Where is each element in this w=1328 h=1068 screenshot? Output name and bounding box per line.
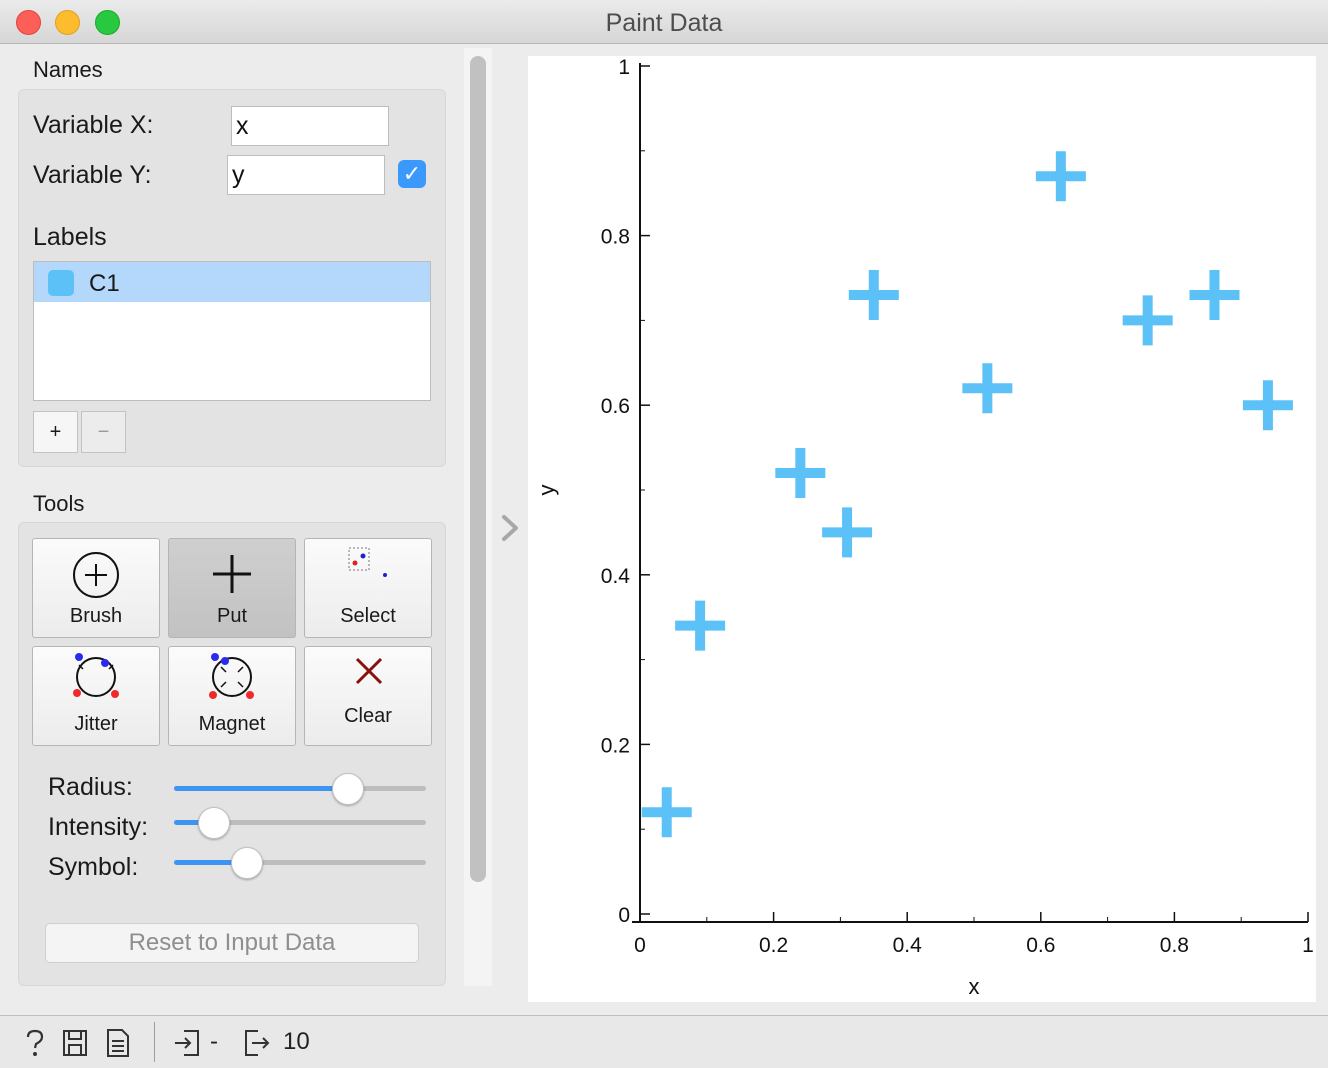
magnet-icon	[209, 653, 254, 699]
close-window-button[interactable]	[16, 10, 41, 35]
symbol-label: Symbol:	[48, 853, 139, 881]
magnet-tool-label: Magnet	[198, 713, 266, 735]
y-tick-label: 1	[618, 56, 630, 79]
variable-x-input[interactable]	[231, 106, 389, 146]
x-tick-label: 0.6	[1026, 934, 1055, 957]
data-point[interactable]	[1035, 151, 1086, 202]
jitter-tool-label: Jitter	[74, 713, 118, 735]
data-point[interactable]	[1122, 295, 1173, 346]
x-tick-label: 0.2	[759, 934, 788, 957]
data-point[interactable]	[675, 600, 726, 651]
brush-tool-button[interactable]: Brush	[32, 538, 160, 638]
clear-icon	[355, 657, 383, 685]
scrollbar-thumb[interactable]	[470, 56, 486, 882]
data-point[interactable]	[1189, 269, 1240, 320]
remove-label-button[interactable]: −	[81, 411, 126, 453]
brush-tool-label: Brush	[69, 605, 123, 627]
y-axis-label: y	[534, 485, 559, 496]
variable-y-label: Variable Y:	[33, 161, 152, 189]
y-tick-label: 0	[618, 904, 630, 927]
status-divider	[154, 1022, 155, 1062]
y-tick-label: 0.4	[601, 565, 631, 588]
select-tool-button[interactable]: Select	[304, 538, 432, 638]
symbol-slider[interactable]	[174, 845, 426, 881]
y-tick-label: 0.8	[601, 226, 630, 249]
intensity-slider[interactable]	[174, 805, 426, 841]
minimize-window-button[interactable]	[55, 10, 80, 35]
radius-slider[interactable]	[174, 771, 426, 807]
y-tick-label: 0.6	[601, 395, 630, 418]
status-bar: - 10	[0, 1015, 1328, 1068]
paint-canvas[interactable]: 0 0.2 0.4 0.6 0.8 1 0 0.2 0.4 0.6 0.8 1 x y	[528, 56, 1316, 1002]
zoom-window-button[interactable]	[95, 10, 120, 35]
data-point[interactable]	[962, 363, 1013, 414]
radius-label: Radius:	[48, 773, 133, 801]
labels-section-label: Labels	[33, 223, 107, 251]
input-count: -	[210, 1028, 218, 1055]
reset-to-input-data-button[interactable]: Reset to Input Data	[45, 923, 419, 963]
clear-tool-label: Clear	[344, 705, 392, 727]
symbol-slider-handle[interactable]	[231, 847, 264, 879]
output-icon	[245, 1030, 270, 1056]
intensity-label: Intensity:	[48, 813, 149, 841]
help-icon[interactable]	[22, 1028, 48, 1058]
label-name: C1	[89, 270, 120, 297]
tools-section-label: Tools	[33, 491, 85, 516]
data-point[interactable]	[848, 269, 899, 320]
x-tick-label: 0	[634, 934, 646, 957]
put-tool-label: Put	[216, 605, 248, 627]
label-color-swatch	[48, 270, 74, 296]
data-point[interactable]	[822, 507, 873, 558]
chevron-right-icon[interactable]	[496, 512, 526, 544]
add-label-button[interactable]: +	[33, 411, 78, 453]
put-tool-button[interactable]: Put	[168, 538, 296, 638]
data-point[interactable]	[641, 787, 692, 838]
x-tick-label: 0.4	[893, 934, 923, 957]
x-tick-label: 1	[1302, 934, 1314, 957]
window-title: Paint Data	[605, 9, 723, 37]
scatter-plot[interactable]: 0 0.2 0.4 0.6 0.8 1 0 0.2 0.4 0.6 0.8 1 x y	[528, 56, 1316, 1002]
put-icon	[213, 555, 251, 593]
radius-slider-handle[interactable]	[332, 773, 365, 805]
data-point[interactable]	[775, 448, 826, 499]
names-section-label: Names	[33, 57, 103, 82]
clear-tool-button[interactable]: Clear	[304, 646, 432, 746]
y-tick-label: 0.2	[601, 734, 630, 757]
jitter-icon	[73, 653, 119, 698]
data-point[interactable]	[1242, 380, 1293, 431]
labels-list[interactable]: C1	[33, 261, 431, 401]
variable-y-input[interactable]	[227, 155, 385, 195]
intensity-slider-handle[interactable]	[198, 807, 231, 839]
report-icon[interactable]	[105, 1028, 131, 1058]
magnet-tool-button[interactable]: Magnet	[168, 646, 296, 746]
x-axis-label: x	[969, 974, 980, 999]
select-icon	[348, 547, 387, 577]
x-tick-label: 0.8	[1160, 934, 1189, 957]
select-tool-label: Select	[340, 605, 396, 627]
output-count: 10	[283, 1028, 310, 1055]
brush-icon	[73, 552, 119, 598]
input-icon	[175, 1030, 199, 1056]
list-item[interactable]: C1	[34, 262, 430, 302]
variable-x-label: Variable X:	[33, 111, 154, 139]
save-icon[interactable]	[62, 1028, 88, 1058]
variable-y-checkbox[interactable]: ✓	[398, 160, 426, 188]
title-bar: Paint Data	[0, 0, 1328, 44]
jitter-tool-button[interactable]: Jitter	[32, 646, 160, 746]
